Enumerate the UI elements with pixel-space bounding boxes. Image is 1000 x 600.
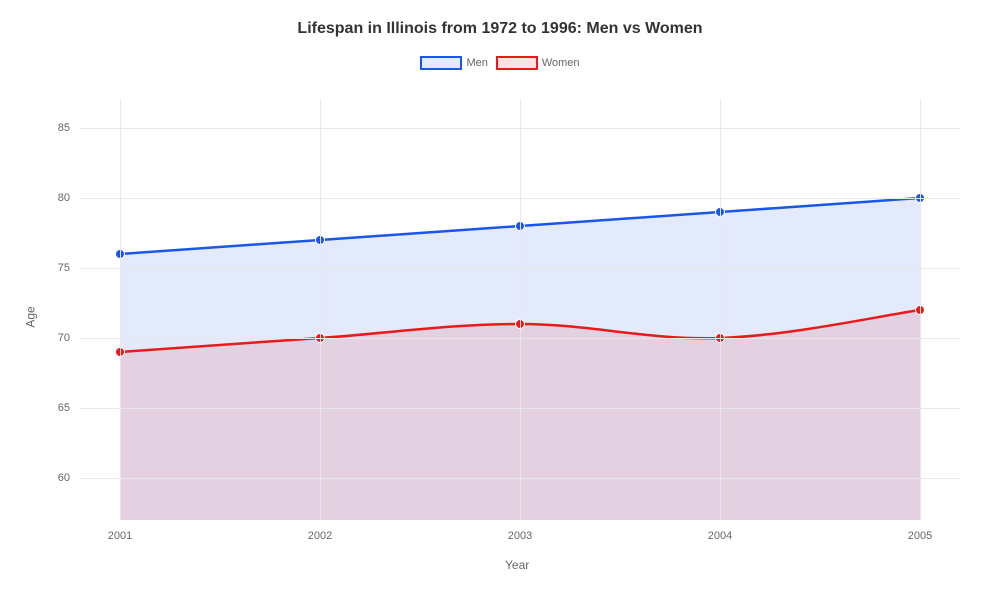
x-axis-label: Year <box>505 558 529 572</box>
grid-line-v <box>720 100 721 520</box>
chart-container: Lifespan in Illinois from 1972 to 1996: … <box>0 0 1000 600</box>
grid-line-v <box>520 100 521 520</box>
legend-label-women: Women <box>542 57 580 69</box>
y-tick-label: 70 <box>58 332 70 344</box>
x-tick-label: 2004 <box>708 530 732 542</box>
x-tick-label: 2002 <box>308 530 332 542</box>
grid-line-v <box>320 100 321 520</box>
grid-line-v <box>920 100 921 520</box>
legend-swatch-men <box>420 56 462 70</box>
grid-line-h <box>80 128 960 129</box>
grid-line-h <box>80 198 960 199</box>
y-tick-label: 80 <box>58 192 70 204</box>
y-axis-label: Age <box>24 306 38 327</box>
grid-line-h <box>80 268 960 269</box>
plot-area: 20012002200320042005606570758085 <box>80 100 960 520</box>
x-tick-label: 2003 <box>508 530 532 542</box>
legend-label-men: Men <box>466 57 487 69</box>
x-tick-label: 2001 <box>108 530 132 542</box>
x-tick-label: 2005 <box>908 530 932 542</box>
legend: Men Women <box>0 56 1000 70</box>
y-tick-label: 85 <box>58 122 70 134</box>
y-tick-label: 65 <box>58 402 70 414</box>
chart-title: Lifespan in Illinois from 1972 to 1996: … <box>0 0 1000 38</box>
grid-line-v <box>120 100 121 520</box>
y-tick-label: 60 <box>58 472 70 484</box>
grid-line-h <box>80 408 960 409</box>
grid-line-h <box>80 338 960 339</box>
grid-line-h <box>80 478 960 479</box>
legend-item-men[interactable]: Men <box>420 56 487 70</box>
legend-item-women[interactable]: Women <box>496 56 580 70</box>
legend-swatch-women <box>496 56 538 70</box>
y-tick-label: 75 <box>58 262 70 274</box>
